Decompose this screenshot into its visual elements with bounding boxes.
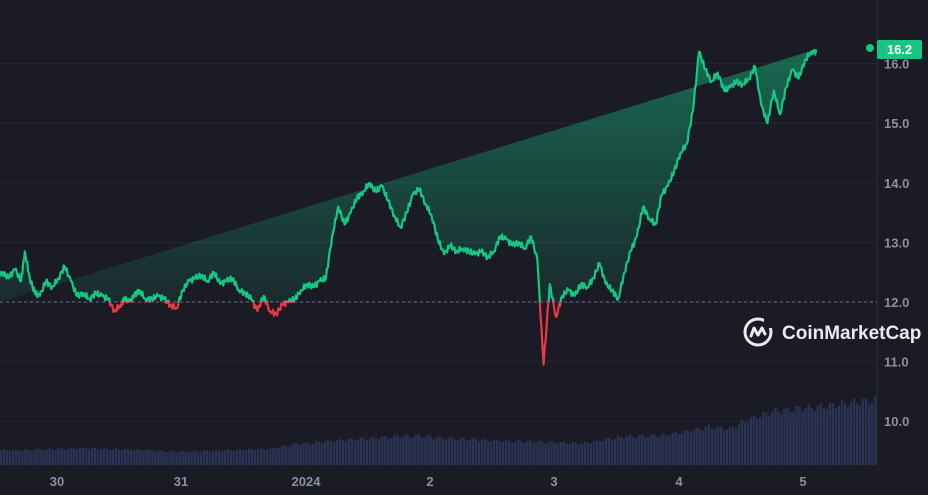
coinmarketcap-logo-icon xyxy=(743,317,774,347)
current-price-dot xyxy=(866,44,874,52)
y-axis-label: 13.0 xyxy=(884,235,909,250)
y-axis-label: 11.0 xyxy=(884,355,909,370)
y-axis-label: 16.0 xyxy=(884,57,909,72)
watermark-brand-text: CoinMarketCap xyxy=(782,323,921,344)
price-line-up xyxy=(0,48,818,302)
y-axis-label: 15.0 xyxy=(884,116,909,131)
price-tag-value: 16.2 xyxy=(887,42,912,57)
x-axis-label: 30 xyxy=(50,474,64,489)
x-axis-label: 4 xyxy=(675,474,683,489)
x-axis-label: 2024 xyxy=(292,474,322,489)
watermark: CoinMarketCap xyxy=(743,317,921,347)
x-axis-label: 2 xyxy=(426,474,433,489)
x-axis-label: 5 xyxy=(799,474,806,489)
price-area-fill xyxy=(0,49,817,302)
volume-bars xyxy=(0,396,877,465)
x-axis-labels: 30 31 2024 2 3 4 5 xyxy=(50,474,807,489)
y-axis-label: 10.0 xyxy=(884,414,909,429)
x-axis-label: 3 xyxy=(550,474,557,489)
price-tag-background xyxy=(877,40,922,59)
y-axis-label: 12.0 xyxy=(884,295,909,310)
y-axis-labels: 16.0 15.0 14.0 13.0 12.0 11.0 10.0 xyxy=(884,57,909,430)
x-axis-label: 31 xyxy=(174,474,188,489)
y-axis-label: 14.0 xyxy=(884,176,909,191)
current-price-tag: 16.2 xyxy=(877,40,922,59)
